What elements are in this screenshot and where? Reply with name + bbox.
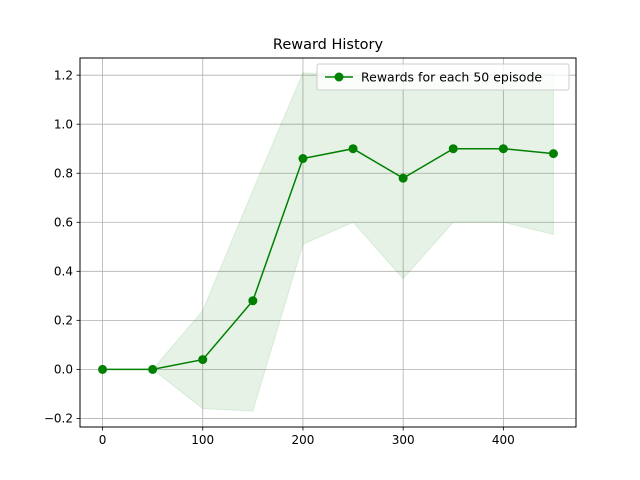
y-tick-label: −0.2 <box>44 412 73 426</box>
y-tick-label: 1.0 <box>54 117 73 131</box>
chart-title: Reward History <box>273 37 384 53</box>
series-markers <box>98 144 558 374</box>
data-point <box>98 364 108 374</box>
plot-frame <box>79 57 577 428</box>
y-tick-label: 0.2 <box>54 314 73 328</box>
x-tick-label: 100 <box>191 433 214 447</box>
y-tick-label: 0.4 <box>54 265 73 279</box>
legend-entry-label: Rewards for each 50 episode <box>361 70 542 85</box>
series-line-layer <box>102 147 554 371</box>
data-point <box>298 154 308 164</box>
legend: Rewards for each 50 episode <box>316 63 570 91</box>
y-tick-label: 0.8 <box>54 166 73 180</box>
y-tick-label: 0.0 <box>54 363 73 377</box>
x-tick-label: 300 <box>392 433 415 447</box>
confidence-band-layer <box>102 72 554 412</box>
x-tick-label: 0 <box>99 433 107 447</box>
y-axis-ticks: −0.2 0.0 0.2 0.4 0.6 0.8 1.0 1.2 <box>44 68 80 426</box>
x-tick-label: 200 <box>291 433 314 447</box>
data-point <box>448 144 458 154</box>
data-point <box>348 144 358 154</box>
data-point <box>548 149 558 159</box>
data-point <box>498 144 508 154</box>
confidence-band <box>102 72 554 412</box>
legend-box <box>316 63 570 91</box>
series-line <box>102 147 554 371</box>
data-point <box>248 296 258 306</box>
legend-marker-swatch <box>334 72 344 82</box>
data-point <box>148 364 158 374</box>
x-axis-ticks: 0 100 200 300 400 <box>99 427 515 447</box>
y-tick-label: 1.2 <box>54 68 73 82</box>
data-point <box>398 173 408 183</box>
y-tick-label: 0.6 <box>54 215 73 229</box>
x-tick-label: 400 <box>492 433 515 447</box>
data-point <box>198 355 208 365</box>
